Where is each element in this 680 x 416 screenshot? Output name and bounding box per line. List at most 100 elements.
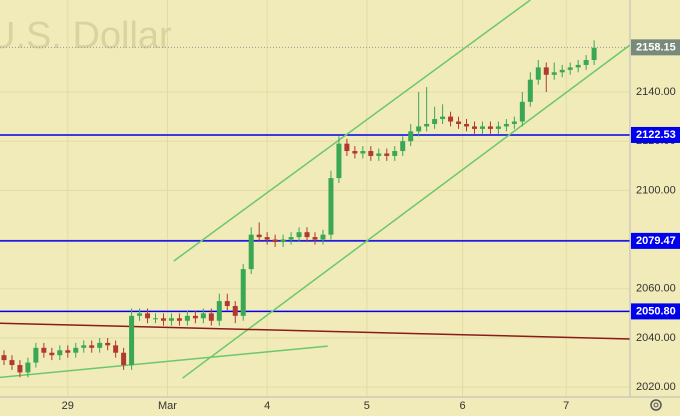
candle-body — [328, 178, 334, 235]
candle-body — [33, 347, 39, 363]
candle-body — [471, 126, 477, 129]
level-label-box — [631, 232, 680, 249]
candle-body — [160, 318, 166, 321]
y-tick-label: 2100.00 — [636, 184, 676, 196]
candle-body — [89, 345, 95, 348]
candle-body — [424, 123, 430, 127]
candle-body — [105, 342, 111, 346]
candle-body — [57, 350, 63, 356]
candle-body — [232, 305, 238, 316]
candle-body — [129, 315, 135, 366]
candle-body — [591, 47, 597, 61]
y-tick-label: 2040.00 — [636, 332, 676, 344]
candle-body — [264, 237, 270, 240]
candle-body — [208, 313, 214, 321]
last-price-box — [631, 39, 680, 56]
candle-body — [416, 126, 422, 132]
trend-line — [0, 345, 328, 379]
candle-body — [216, 301, 222, 321]
candle-body — [551, 72, 557, 75]
candle-body — [559, 69, 565, 73]
candle-body — [312, 237, 318, 240]
candle-body — [408, 131, 414, 142]
level-label: 2050.80 — [636, 305, 676, 317]
candle-body — [527, 79, 533, 102]
y-tick-label: 2020.00 — [636, 381, 676, 393]
candle-body — [344, 143, 350, 152]
x-tick-label: 5 — [364, 400, 370, 412]
candle-body — [575, 64, 581, 68]
candle-body — [535, 67, 541, 80]
candle-body — [487, 126, 493, 129]
candle-body — [113, 345, 119, 353]
candle-body — [65, 350, 71, 353]
candle-body — [49, 352, 55, 356]
candle-body — [240, 269, 246, 316]
x-tick-label: 29 — [62, 400, 74, 412]
candle-body — [97, 342, 103, 348]
candle-body — [400, 141, 406, 152]
trend-line — [173, 0, 531, 262]
candle-body — [336, 143, 342, 179]
candle-body — [224, 301, 230, 306]
candle-body — [384, 153, 390, 156]
grid — [0, 0, 630, 397]
candle-body — [543, 67, 549, 75]
candle-body — [137, 313, 143, 316]
gear[interactable] — [650, 399, 662, 411]
candle-body — [168, 318, 174, 321]
candle-body — [503, 123, 509, 127]
watermark: U.S. Dollar — [0, 15, 172, 57]
candle-body — [495, 126, 501, 129]
x-tick-label: 4 — [264, 400, 270, 412]
candle-body — [9, 360, 15, 366]
candle-body — [81, 345, 87, 348]
candle-body — [25, 362, 31, 373]
settings-icon[interactable] — [650, 399, 662, 411]
gear-center[interactable] — [653, 402, 659, 408]
candle-body — [583, 60, 589, 65]
candle-body — [519, 101, 525, 122]
candle-body — [352, 151, 358, 154]
level-label: 2079.47 — [636, 235, 676, 247]
axis: 2020.002040.002060.002080.002100.002120.… — [62, 39, 680, 412]
y-tick-label: 2060.00 — [636, 283, 676, 295]
candle-body — [320, 234, 326, 240]
x-tick-label: 6 — [459, 400, 465, 412]
candle-body — [200, 313, 206, 319]
candle-body — [153, 318, 159, 320]
candle-body — [280, 239, 286, 243]
candle-body — [296, 232, 302, 238]
level-label: 2122.53 — [636, 129, 676, 141]
candle-body — [304, 232, 310, 238]
candle-body — [456, 121, 462, 124]
candle-body — [288, 237, 294, 240]
candle-body — [464, 123, 470, 127]
x-tick-label: Mar — [158, 400, 177, 412]
candle-body — [192, 315, 198, 319]
candle-body — [272, 239, 278, 243]
last-price-label: 2158.15 — [636, 41, 676, 53]
level-label-box — [631, 303, 680, 320]
x-tick-label: 7 — [563, 400, 569, 412]
candle-body — [145, 313, 151, 319]
candle-body — [248, 234, 254, 270]
candle-body — [184, 315, 190, 321]
candle-body — [479, 126, 485, 129]
candle-body — [432, 119, 438, 124]
candle-body — [17, 365, 23, 373]
candle-body — [360, 151, 366, 154]
candle-body — [368, 151, 374, 156]
level-label-box — [631, 126, 680, 143]
candle-body — [256, 234, 262, 238]
candle-body — [73, 347, 79, 353]
candle-body — [41, 347, 47, 353]
candle-body — [511, 121, 517, 124]
candle-body — [376, 153, 382, 156]
plot — [0, 0, 630, 379]
candle-body — [1, 355, 7, 361]
candle-body — [448, 116, 454, 122]
candle-body — [440, 116, 446, 120]
